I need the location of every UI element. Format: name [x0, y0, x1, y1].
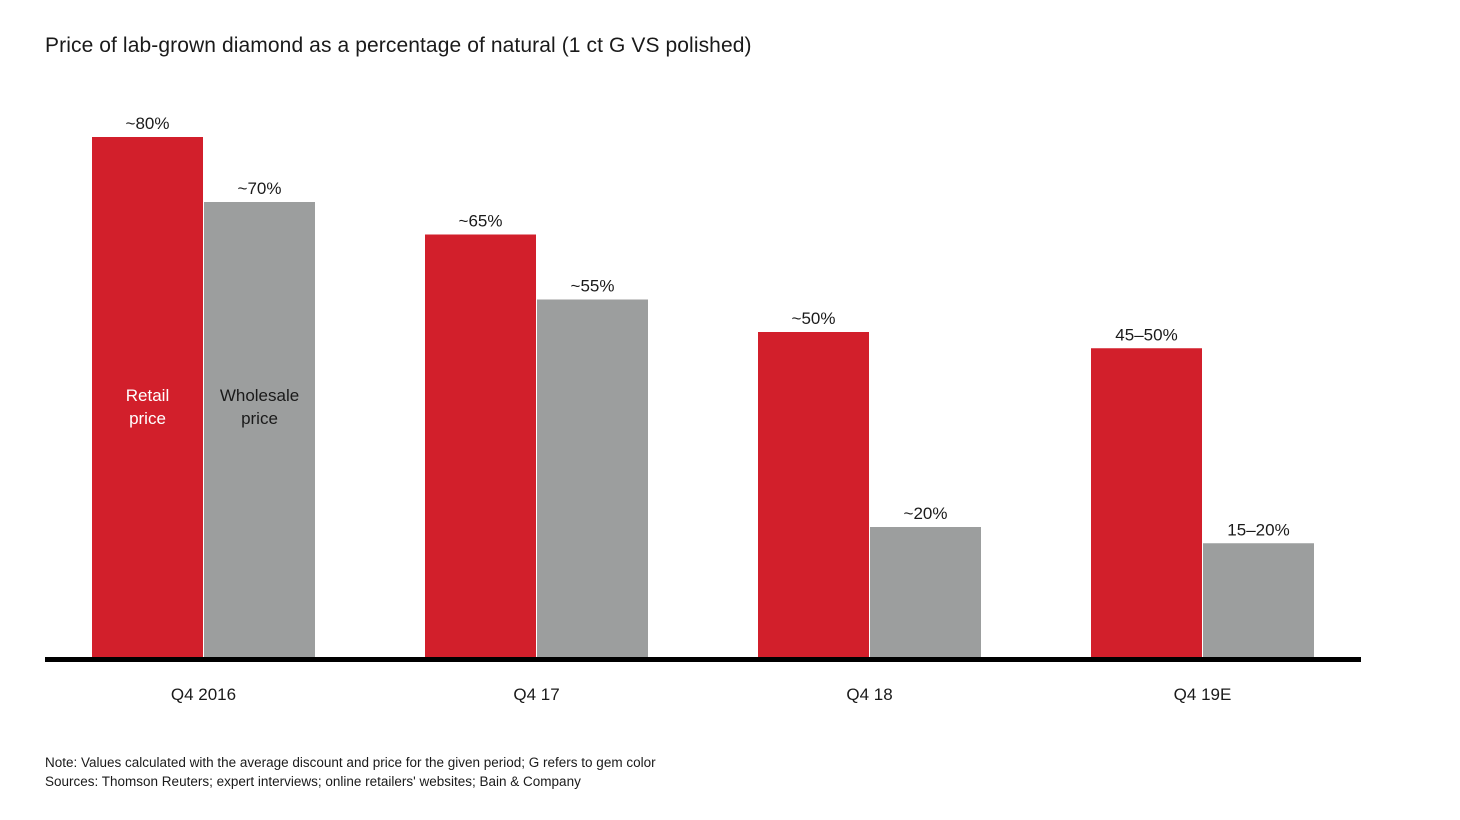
data-label: ~50%	[792, 309, 836, 328]
data-label: 45–50%	[1115, 325, 1177, 344]
bar-wholesale-2	[537, 299, 648, 657]
data-label: ~70%	[238, 179, 282, 198]
x-tick-label: Q4 18	[846, 685, 892, 704]
bar-wholesale-1	[204, 202, 315, 657]
bar-retail-2	[425, 234, 536, 657]
chart-footer: Note: Values calculated with the average…	[45, 753, 656, 791]
data-label: ~65%	[459, 212, 503, 231]
bar-wholesale-3	[870, 527, 981, 657]
data-label: ~20%	[904, 504, 948, 523]
x-tick-label: Q4 17	[513, 685, 559, 704]
data-label: ~80%	[126, 114, 170, 133]
sources-note: Sources: Thomson Reuters; expert intervi…	[45, 774, 581, 789]
data-label: ~55%	[571, 277, 615, 296]
chart-title: Price of lab-grown diamond as a percenta…	[45, 34, 752, 57]
bar-retail-3	[758, 332, 869, 657]
x-tick-label: Q4 19E	[1174, 685, 1232, 704]
data-label: 15–20%	[1227, 520, 1289, 539]
footnote: Note: Values calculated with the average…	[45, 755, 656, 770]
bar-retail-4	[1091, 348, 1202, 657]
legend-wholesale-price: Wholesale price	[220, 386, 299, 428]
x-tick-label: Q4 2016	[171, 685, 236, 704]
bar-retail-1	[92, 137, 203, 657]
legend-retail-price: Retail price	[126, 386, 169, 428]
bar-wholesale-4	[1203, 543, 1314, 657]
x-axis-line	[45, 657, 1361, 662]
